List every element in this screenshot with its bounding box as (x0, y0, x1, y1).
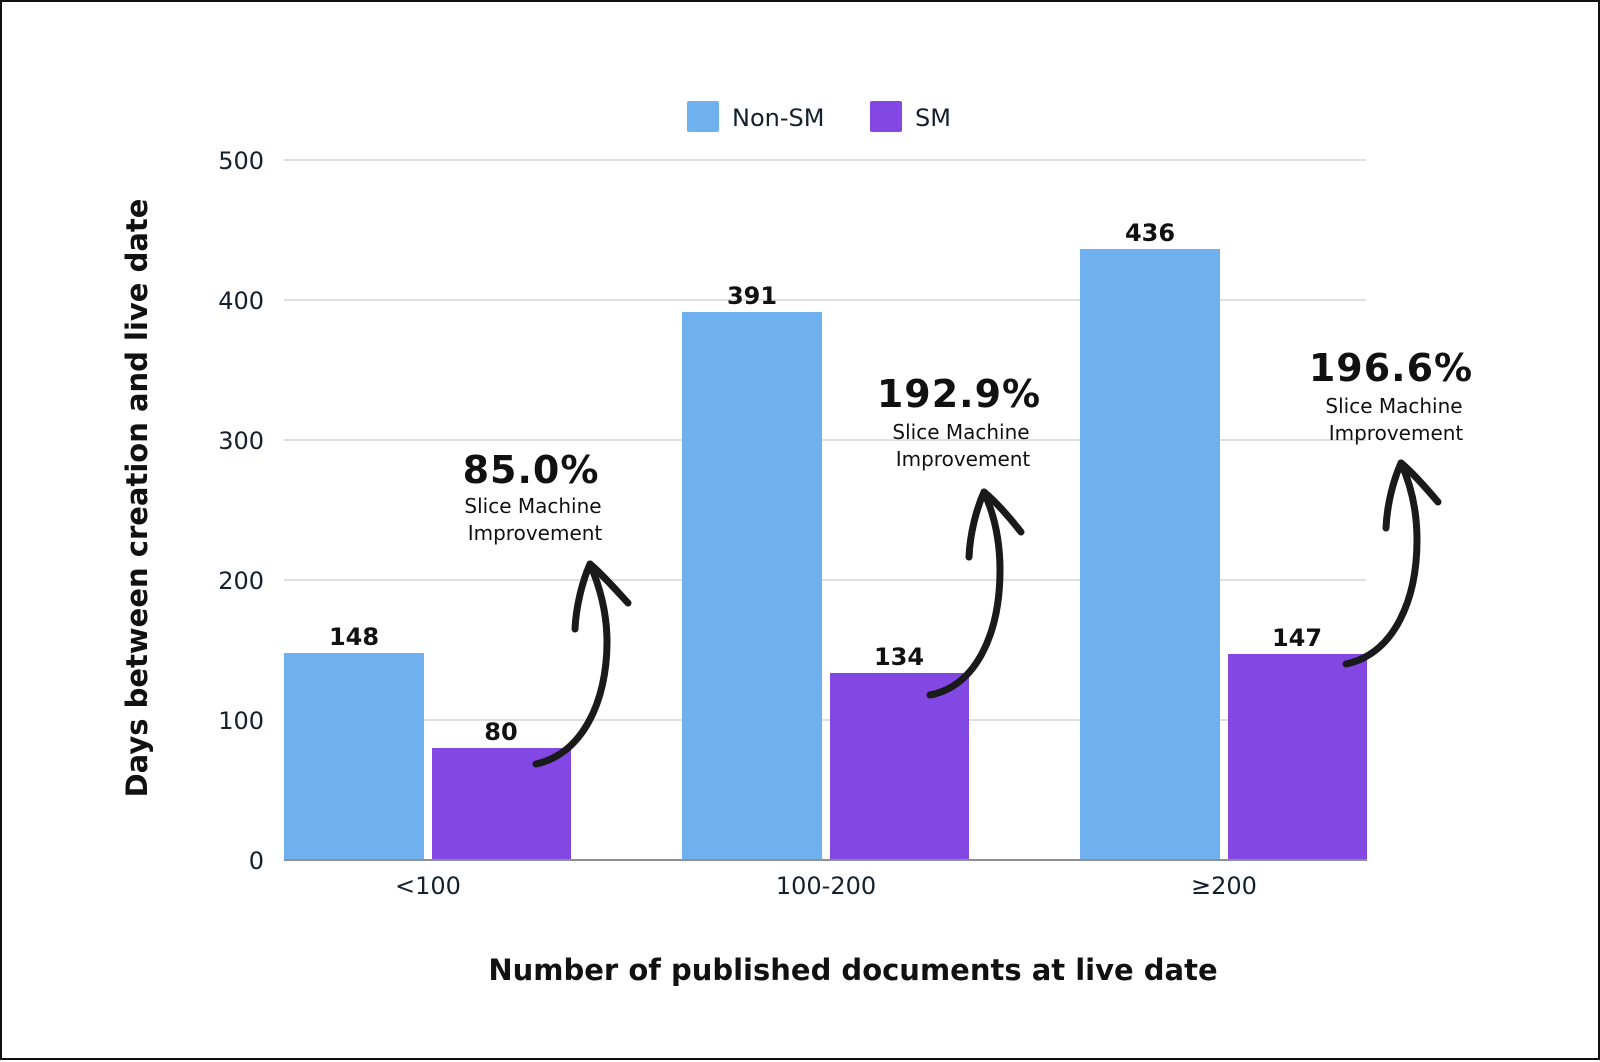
x-tick-gte200: ≥200 (1191, 872, 1257, 900)
annotation-percent-gte200: 196.6% (1309, 346, 1473, 390)
annotation-line2-lt100: Improvement (468, 521, 603, 545)
x-axis: <100 100-200 ≥200 (395, 872, 1257, 900)
bar-sm-lt100[interactable] (432, 748, 571, 860)
bar-group-gte200: 436 147 (1080, 219, 1367, 860)
y-axis-title: Days between creation and live date (120, 199, 154, 798)
bar-non-sm-gte200[interactable] (1080, 249, 1220, 860)
legend-label-non-sm: Non-SM (732, 104, 824, 132)
x-tick-lt100: <100 (395, 872, 461, 900)
bar-sm-100-200[interactable] (830, 673, 969, 860)
y-tick-200: 200 (218, 567, 264, 595)
bar-sm-gte200[interactable] (1228, 654, 1367, 860)
y-tick-400: 400 (218, 287, 264, 315)
curved-arrow-icon (532, 560, 632, 768)
annotation-percent-lt100: 85.0% (463, 448, 600, 492)
legend-label-sm: SM (915, 104, 951, 132)
y-tick-0: 0 (249, 847, 264, 875)
y-tick-300: 300 (218, 427, 264, 455)
annotation-line1-gte200: Slice Machine (1325, 394, 1462, 418)
bar-group-lt100: 148 80 (284, 623, 571, 860)
bar-value-non-sm-lt100: 148 (329, 623, 379, 651)
annotation-line1-100-200: Slice Machine (892, 420, 1029, 444)
annotation-percent-100-200: 192.9% (877, 372, 1041, 416)
bar-value-non-sm-100-200: 391 (727, 282, 777, 310)
legend: Non-SM SM (687, 101, 951, 132)
curved-arrow-icon (926, 488, 1025, 699)
annotation-gte200: 196.6% Slice Machine Improvement (1309, 346, 1473, 668)
legend-swatch-sm (870, 101, 902, 132)
legend-swatch-non-sm (687, 101, 719, 132)
bar-value-non-sm-gte200: 436 (1125, 219, 1175, 247)
y-tick-100: 100 (218, 707, 264, 735)
y-tick-500: 500 (218, 147, 264, 175)
bar-non-sm-lt100[interactable] (284, 653, 424, 860)
annotation-line1-lt100: Slice Machine (464, 494, 601, 518)
y-axis: 0 100 200 300 400 500 (218, 147, 264, 875)
bar-value-sm-gte200: 147 (1272, 624, 1322, 652)
x-axis-title: Number of published documents at live da… (488, 953, 1217, 987)
curved-arrow-icon (1342, 459, 1442, 668)
bar-non-sm-100-200[interactable] (682, 312, 822, 860)
bar-value-sm-lt100: 80 (484, 718, 517, 746)
bar-value-sm-100-200: 134 (874, 643, 924, 671)
annotation-lt100: 85.0% Slice Machine Improvement (463, 448, 632, 768)
annotation-100-200: 192.9% Slice Machine Improvement (877, 372, 1041, 699)
annotation-line2-gte200: Improvement (1329, 421, 1464, 445)
annotation-line2-100-200: Improvement (896, 447, 1031, 471)
x-tick-100-200: 100-200 (776, 872, 876, 900)
bar-group-100-200: 391 134 (682, 282, 969, 860)
